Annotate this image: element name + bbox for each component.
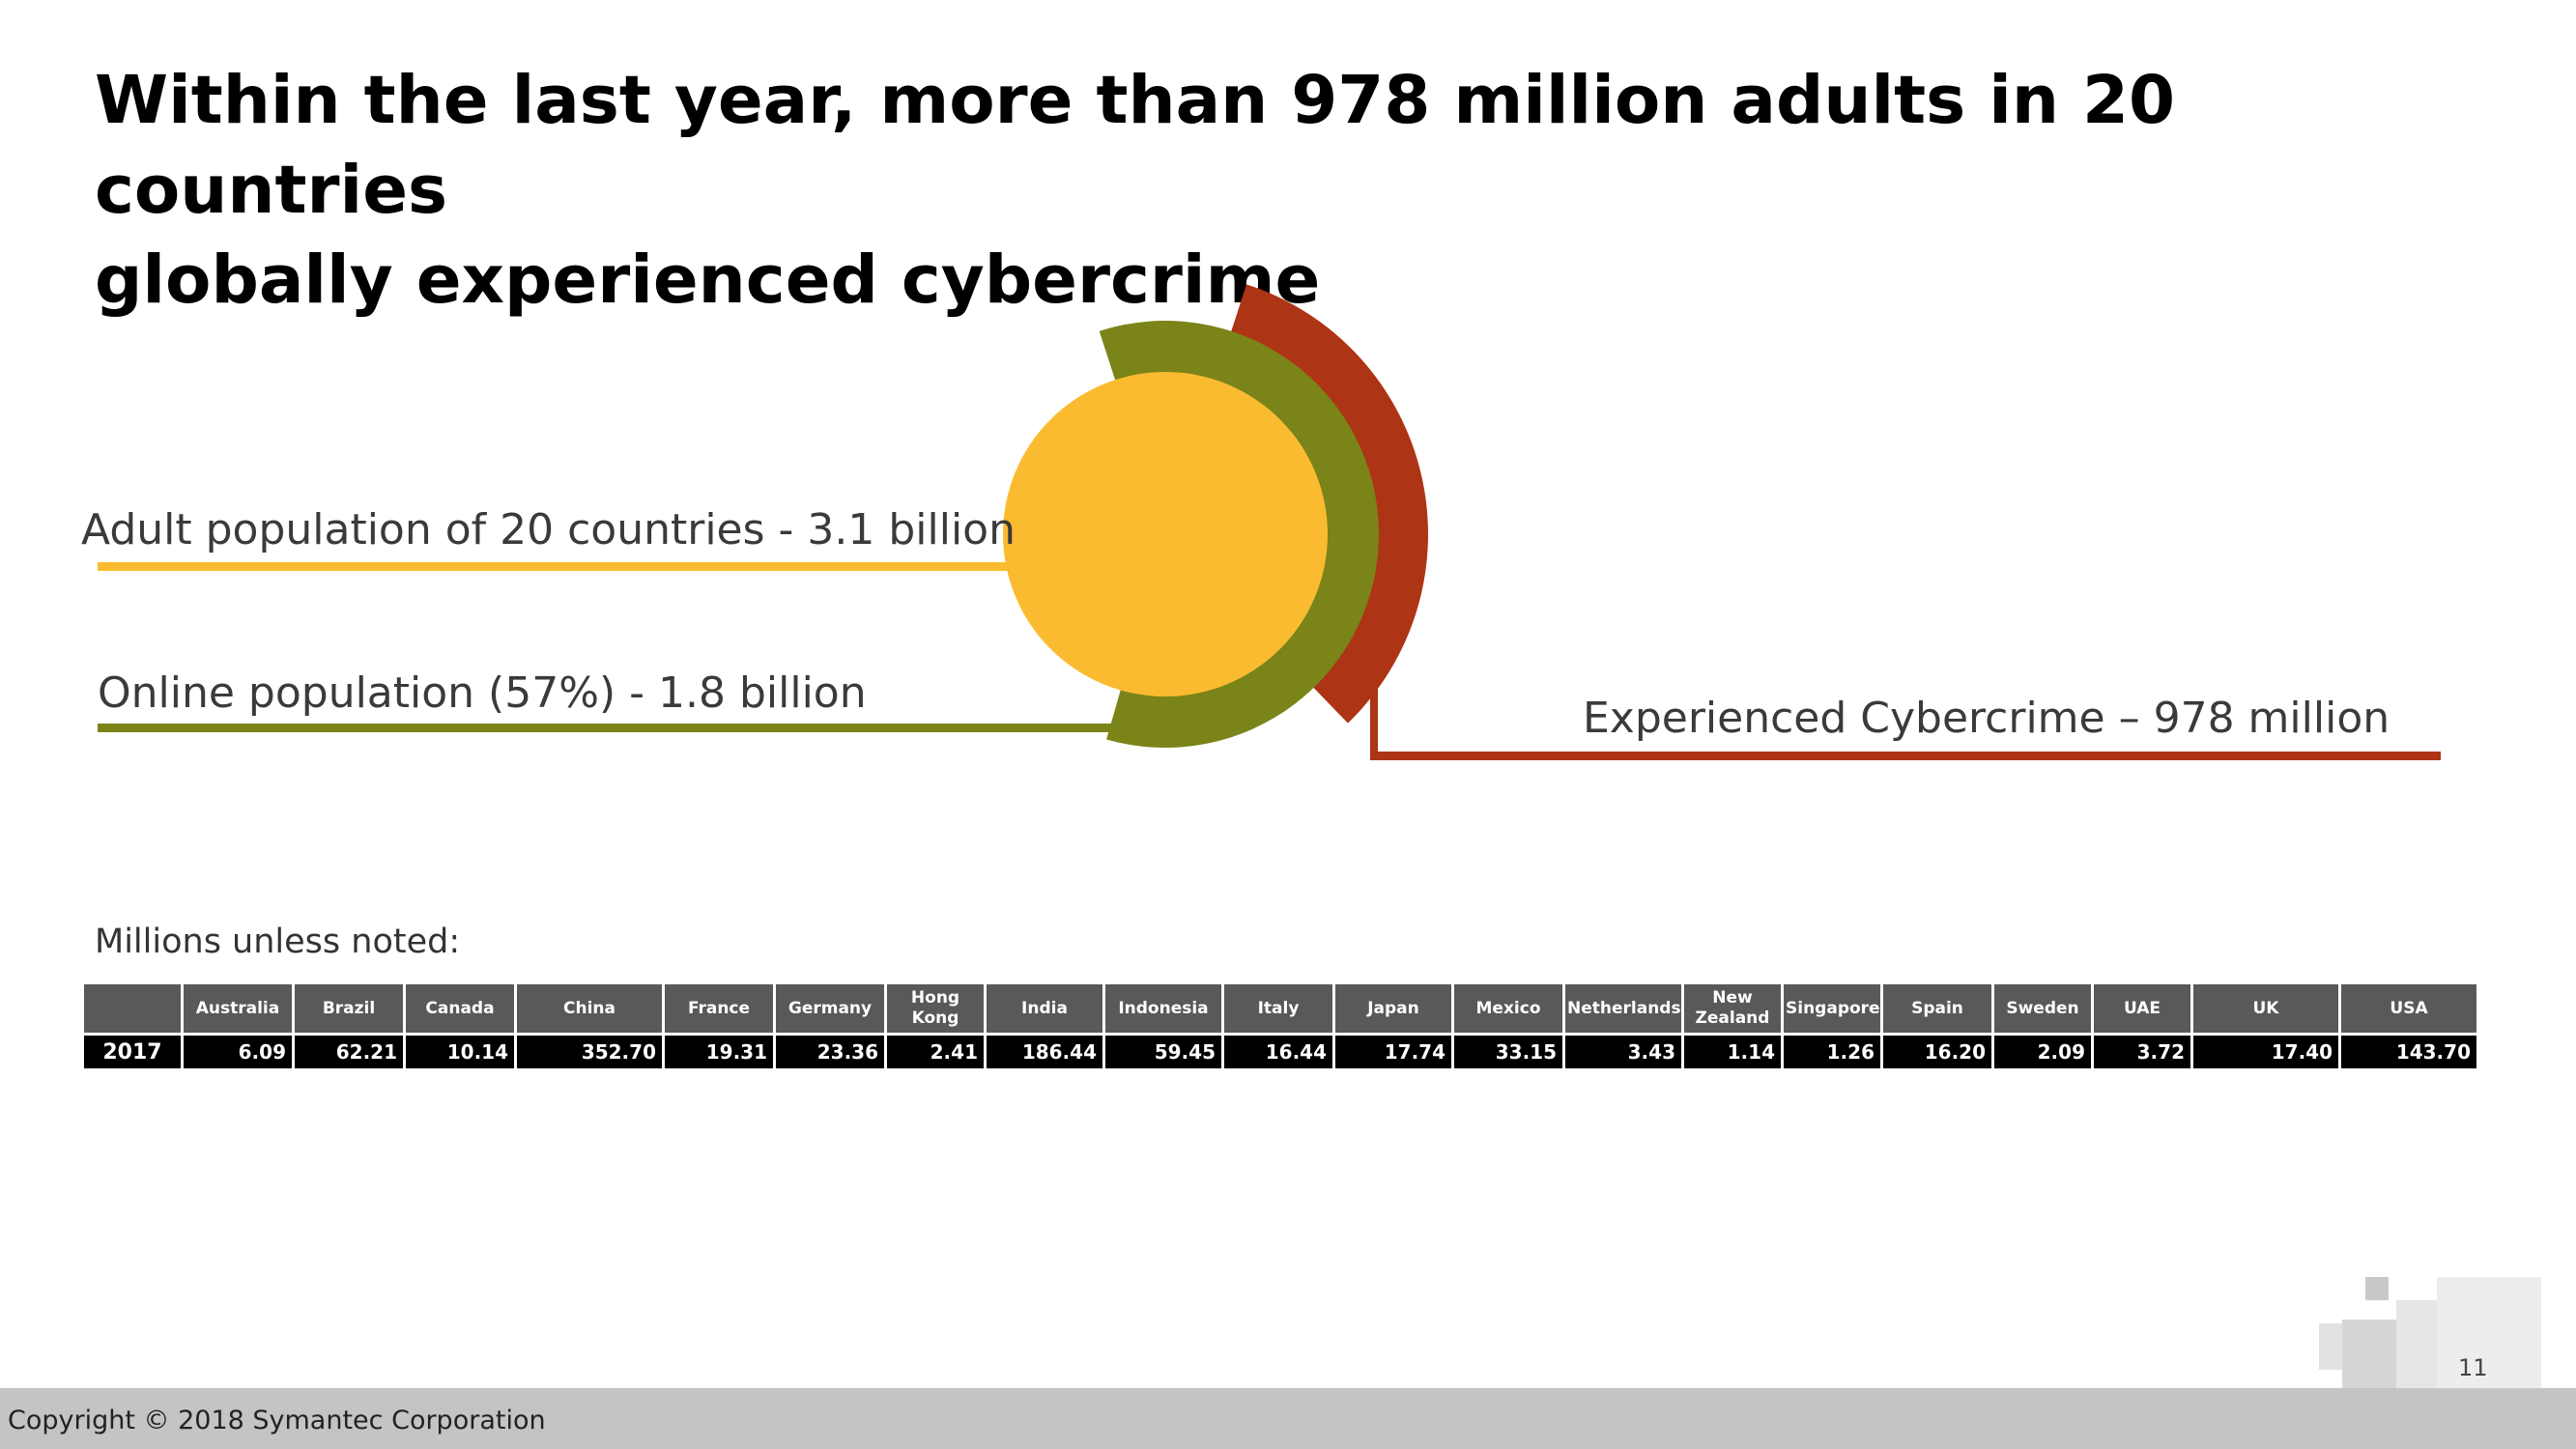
- table-row: 2017 6.09 62.21 10.14 352.70 19.31 23.36 2.41 18…: [84, 1033, 2476, 1068]
- page-number: 11: [2458, 1354, 2488, 1381]
- table-cell: 352.70: [517, 1033, 662, 1068]
- adult-leader-line: [98, 562, 1073, 571]
- country-data-table: Australia Brazil Canada China France Germany H…: [81, 984, 2479, 1068]
- table-column-header: New Zealand: [1684, 984, 1781, 1033]
- title-line-2: globally experienced cybercrime: [95, 242, 1321, 319]
- table-column-header: Hong Kong: [887, 984, 984, 1033]
- table-cell: 10.14: [406, 1033, 514, 1068]
- table-column-header: Germany: [776, 984, 884, 1033]
- table-row-label: 2017: [84, 1033, 181, 1068]
- table-cell: 2.09: [1994, 1033, 2091, 1068]
- copyright-text: Copyright © 2018 Symantec Corporation: [8, 1406, 546, 1435]
- title-line-1: Within the last year, more than 978 mill…: [95, 62, 2176, 229]
- table-cell: 186.44: [987, 1033, 1102, 1068]
- table-cell: 17.40: [2193, 1033, 2338, 1068]
- slide-title: Within the last year, more than 978 mill…: [95, 56, 2414, 326]
- online-leader-line: [98, 724, 1131, 732]
- table-cell: 1.14: [1684, 1033, 1781, 1068]
- table-column-header: Australia: [184, 984, 292, 1033]
- table-cell: 33.15: [1454, 1033, 1562, 1068]
- table-cell: 19.31: [665, 1033, 773, 1068]
- cybercrime-leader-line: [1370, 752, 2441, 760]
- table-column-header: UK: [2193, 984, 2338, 1033]
- table-corner-cell: [84, 984, 181, 1033]
- cybercrime-label: Experienced Cybercrime – 978 million: [1583, 694, 2390, 743]
- table-column-header: India: [987, 984, 1102, 1033]
- decorative-squares: [2319, 1277, 2541, 1389]
- table-cell: 3.43: [1565, 1033, 1681, 1068]
- table-column-header: France: [665, 984, 773, 1033]
- table-cell: 2.41: [887, 1033, 984, 1068]
- footer-bar: [0, 1388, 2576, 1449]
- table-column-header: USA: [2341, 984, 2476, 1033]
- table-column-header: Sweden: [1994, 984, 2091, 1033]
- table-cell: 59.45: [1105, 1033, 1221, 1068]
- population-chart: Adult population of 20 countries - 3.1 b…: [81, 284, 2441, 760]
- table-column-header: Brazil: [295, 984, 403, 1033]
- table-column-header: UAE: [2094, 984, 2190, 1033]
- units-note: Millions unless noted:: [95, 923, 461, 961]
- table-column-header: China: [517, 984, 662, 1033]
- table-cell: 62.21: [295, 1033, 403, 1068]
- table-cell: 23.36: [776, 1033, 884, 1068]
- table-column-header: Mexico: [1454, 984, 1562, 1033]
- table-column-header: Canada: [406, 984, 514, 1033]
- online-population-label: Online population (57%) - 1.8 billion: [98, 668, 867, 718]
- table-column-header: Italy: [1224, 984, 1332, 1033]
- table-header-row: Australia Brazil Canada China France Germany H…: [84, 984, 2476, 1033]
- table-cell: 6.09: [184, 1033, 292, 1068]
- cybercrime-leader-vertical: [1370, 681, 1378, 760]
- adult-population-label: Adult population of 20 countries - 3.1 b…: [81, 505, 1016, 554]
- table-cell: 143.70: [2341, 1033, 2476, 1068]
- table-column-header: Netherlands: [1565, 984, 1681, 1033]
- table-cell: 16.20: [1883, 1033, 1991, 1068]
- table-column-header: Indonesia: [1105, 984, 1221, 1033]
- table-cell: 3.72: [2094, 1033, 2190, 1068]
- table-column-header: Japan: [1335, 984, 1451, 1033]
- table-column-header: Spain: [1883, 984, 1991, 1033]
- table-cell: 16.44: [1224, 1033, 1332, 1068]
- online-population-arc: [1099, 321, 1380, 748]
- table-cell: 17.74: [1335, 1033, 1451, 1068]
- adult-population-circle: [1003, 372, 1328, 696]
- table-cell: 1.26: [1784, 1033, 1880, 1068]
- table-column-header: Singapore: [1784, 984, 1880, 1033]
